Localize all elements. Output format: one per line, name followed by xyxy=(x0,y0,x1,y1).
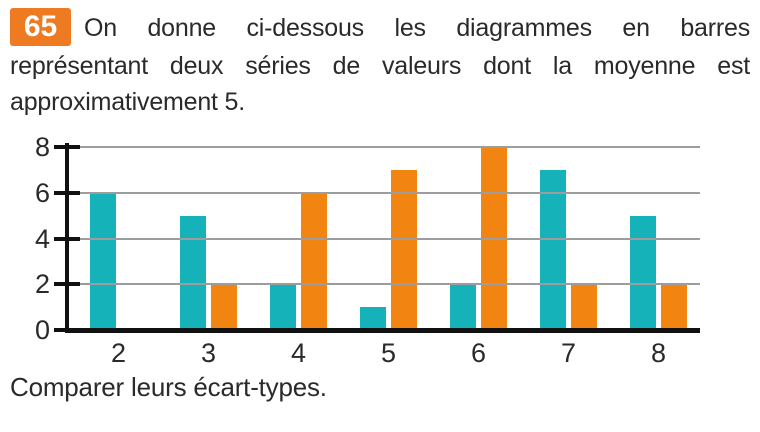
x-axis-label-5: 5 xyxy=(380,338,397,368)
y-axis-tick-6 xyxy=(54,190,80,195)
bar-series2-x4 xyxy=(301,192,327,330)
bar-series1-x2 xyxy=(90,192,116,330)
bar-series1-x7 xyxy=(540,169,566,330)
bar-series1-x3 xyxy=(180,215,206,330)
y-axis-label-8: 8 xyxy=(34,132,50,162)
bar-series1-x6 xyxy=(450,284,476,330)
y-axis-label-2: 2 xyxy=(34,269,50,300)
x-axis-label-3: 3 xyxy=(200,338,217,368)
bar-series1-x8 xyxy=(630,215,656,330)
gridline-y2 xyxy=(67,283,700,286)
x-axis-label-8: 8 xyxy=(650,338,667,368)
y-axis-tick-2 xyxy=(54,282,80,287)
gridline-y4 xyxy=(67,237,700,240)
y-axis-tick-0 xyxy=(54,328,80,332)
gridline-y8 xyxy=(67,146,700,148)
statement-line-2: représentant deux séries de valeurs dont… xyxy=(10,52,750,80)
y-axis-label-0: 0 xyxy=(34,315,50,345)
x-axis-label-2: 2 xyxy=(110,338,127,368)
bar-series1-x5 xyxy=(360,307,386,330)
bar-series2-x7 xyxy=(571,284,597,330)
exercise-number-badge: 65 xyxy=(10,8,71,46)
y-axis-tick-8 xyxy=(54,145,80,149)
exercise-statement: 65 On donne ci-dessous les diagrammes en… xyxy=(10,8,750,120)
bar-series2-x5 xyxy=(391,169,417,330)
x-axis-label-6: 6 xyxy=(470,338,487,368)
statement-line-1-row: 65 On donne ci-dessous les diagrammes en… xyxy=(10,8,750,48)
bar-series2-x8 xyxy=(661,284,687,330)
statement-line-1: On donne ci-dessous les diagrammes en ba… xyxy=(84,14,750,42)
statement-line-3: approximativement 5. xyxy=(10,88,246,116)
bar-series2-x3 xyxy=(211,284,237,330)
gridline-y6 xyxy=(67,191,700,194)
question-text: Comparer leurs écart-types. xyxy=(10,372,327,402)
x-axis-line xyxy=(65,328,700,333)
bar-series1-x4 xyxy=(270,284,296,330)
x-axis-label-7: 7 xyxy=(560,338,577,368)
y-axis-label-4: 4 xyxy=(34,223,50,254)
y-axis-label-6: 6 xyxy=(34,177,50,208)
x-axis-label-4: 4 xyxy=(290,338,307,368)
y-axis-tick-4 xyxy=(54,236,80,241)
